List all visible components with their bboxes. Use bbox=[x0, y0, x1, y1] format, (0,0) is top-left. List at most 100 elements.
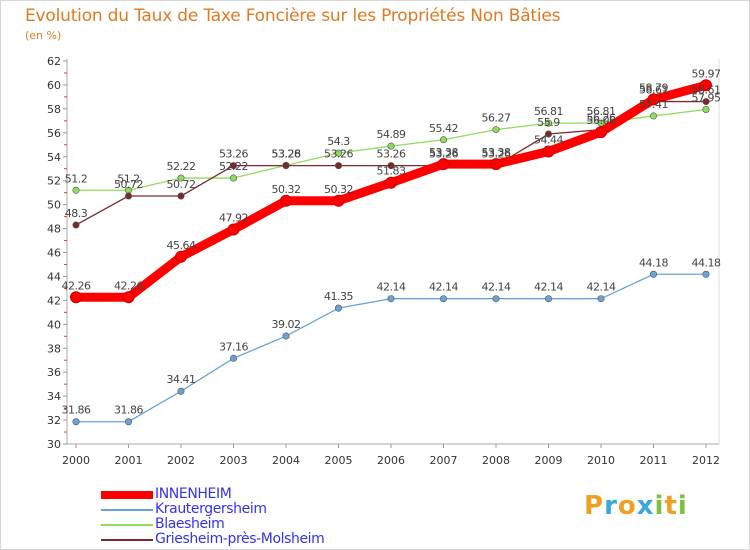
data-label: 56.81 bbox=[587, 105, 616, 118]
data-label: 53.26 bbox=[324, 148, 353, 161]
data-point bbox=[334, 162, 342, 170]
data-point bbox=[387, 142, 395, 150]
data-point bbox=[702, 98, 710, 106]
logo-letter: P bbox=[584, 491, 605, 521]
data-point bbox=[492, 126, 500, 134]
data-point bbox=[597, 295, 605, 303]
logo-letter: i bbox=[677, 491, 688, 521]
y-tick-label: 46 bbox=[47, 247, 61, 260]
data-point bbox=[72, 221, 80, 229]
data-label: 56.81 bbox=[534, 105, 563, 118]
y-tick-label: 48 bbox=[47, 223, 61, 236]
data-label: 50.32 bbox=[324, 183, 353, 196]
data-label: 37.16 bbox=[219, 340, 248, 353]
data-point bbox=[227, 223, 240, 236]
legend-label: Blaesheim bbox=[155, 516, 225, 532]
data-label: 42.26 bbox=[62, 279, 91, 292]
data-label: 42.14 bbox=[429, 281, 458, 294]
data-label: 51.2 bbox=[65, 172, 88, 185]
legend-swatch bbox=[101, 524, 153, 526]
data-label: 53.38 bbox=[482, 146, 511, 159]
x-tick-label: 2007 bbox=[430, 454, 458, 467]
data-point bbox=[334, 149, 342, 157]
data-point bbox=[702, 270, 710, 278]
data-label: 52.22 bbox=[167, 160, 196, 173]
data-point bbox=[544, 130, 552, 138]
data-label: 54.89 bbox=[377, 128, 406, 141]
x-tick-label: 2002 bbox=[167, 454, 195, 467]
data-point bbox=[387, 162, 395, 170]
y-tick-label: 34 bbox=[47, 390, 61, 403]
data-point bbox=[492, 295, 500, 303]
x-tick-label: 2009 bbox=[535, 454, 563, 467]
data-label: 56.27 bbox=[482, 112, 511, 125]
data-point bbox=[230, 174, 238, 182]
legend-label: Krautergersheim bbox=[155, 501, 267, 517]
x-tick-label: 2011 bbox=[640, 454, 668, 467]
data-point bbox=[542, 145, 555, 158]
legend-label: INNENHEIM bbox=[155, 486, 232, 502]
data-label: 58.61 bbox=[692, 84, 721, 97]
data-label: 57.95 bbox=[692, 91, 721, 104]
data-point bbox=[439, 295, 447, 303]
x-tick-label: 2012 bbox=[692, 454, 720, 467]
data-label: 48.3 bbox=[65, 207, 88, 220]
data-label: 53.26 bbox=[377, 148, 406, 161]
data-point bbox=[177, 174, 185, 182]
data-point bbox=[334, 304, 342, 312]
data-point bbox=[230, 354, 238, 362]
data-label: 52.22 bbox=[219, 160, 248, 173]
data-label: 53.26 bbox=[429, 148, 458, 161]
y-tick-label: 60 bbox=[47, 79, 61, 92]
logo-letter: i bbox=[654, 491, 665, 521]
data-label: 42.26 bbox=[114, 279, 143, 292]
data-point bbox=[230, 162, 238, 170]
data-point bbox=[702, 105, 710, 113]
data-point bbox=[647, 93, 660, 106]
data-label: 51.2 bbox=[117, 172, 140, 185]
data-label: 47.92 bbox=[219, 212, 248, 225]
logo-letter: x bbox=[636, 491, 655, 521]
logo-letter: r bbox=[604, 491, 618, 521]
y-tick-label: 32 bbox=[47, 414, 61, 427]
data-label: 53.38 bbox=[429, 146, 458, 159]
data-point bbox=[125, 418, 133, 426]
legend-swatch bbox=[101, 491, 153, 499]
data-point bbox=[437, 158, 450, 171]
data-point bbox=[649, 112, 657, 120]
data-point bbox=[282, 162, 290, 170]
data-label: 58.79 bbox=[639, 81, 668, 94]
data-point bbox=[544, 119, 552, 127]
x-tick-label: 2001 bbox=[115, 454, 143, 467]
data-label: 55.9 bbox=[537, 116, 560, 129]
data-label: 58.61 bbox=[639, 84, 668, 97]
data-point bbox=[700, 79, 712, 92]
y-tick-label: 58 bbox=[47, 103, 61, 116]
data-point bbox=[177, 192, 185, 200]
x-tick-label: 2008 bbox=[482, 454, 510, 467]
data-point bbox=[175, 250, 187, 263]
data-label: 53.26 bbox=[272, 148, 301, 161]
logo-letter: o bbox=[617, 491, 637, 521]
data-point bbox=[649, 270, 657, 278]
data-label: 42.14 bbox=[377, 281, 406, 294]
data-point bbox=[490, 158, 502, 171]
y-tick-label: 38 bbox=[47, 342, 61, 355]
data-label: 44.18 bbox=[639, 256, 668, 269]
x-tick-label: 2006 bbox=[377, 454, 405, 467]
data-label: 44.18 bbox=[692, 256, 721, 269]
data-label: 41.35 bbox=[324, 290, 353, 303]
data-label: 34.41 bbox=[167, 373, 196, 386]
chart-title: Evolution du Taux de Taxe Foncière sur l… bbox=[25, 6, 561, 26]
legend-swatch bbox=[101, 539, 153, 541]
data-label: 42.14 bbox=[534, 281, 563, 294]
data-label: 57.41 bbox=[639, 98, 668, 111]
data-label: 50.72 bbox=[167, 178, 196, 191]
data-label: 56.06 bbox=[587, 114, 616, 127]
data-label: 50.32 bbox=[272, 183, 301, 196]
data-point bbox=[385, 176, 397, 189]
x-tick-label: 2003 bbox=[220, 454, 248, 467]
x-tick-label: 2005 bbox=[325, 454, 353, 467]
